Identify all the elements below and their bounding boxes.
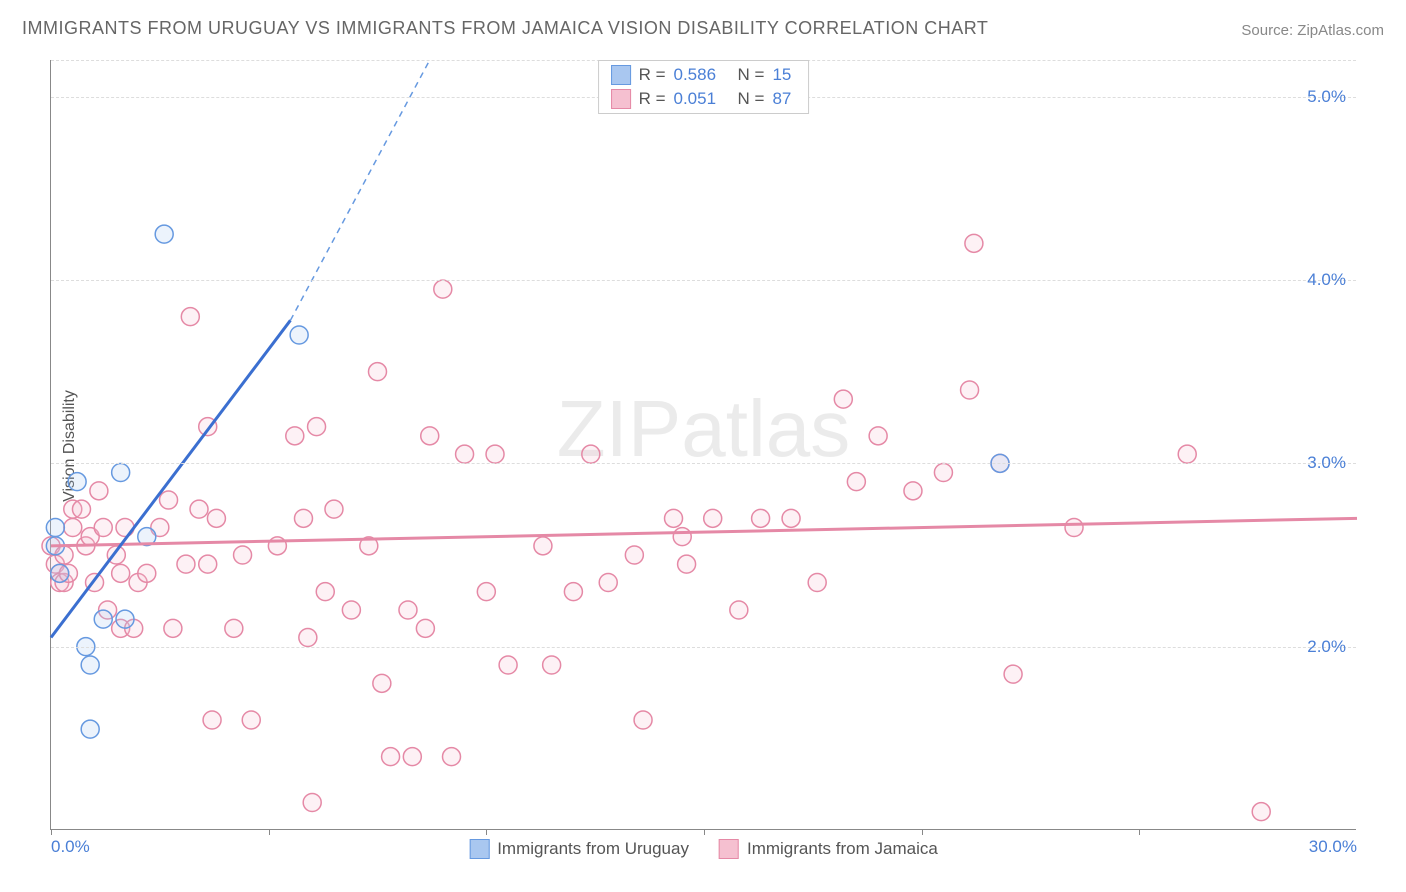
gridline bbox=[51, 280, 1356, 281]
source-name: ZipAtlas.com bbox=[1297, 22, 1384, 39]
gridline bbox=[51, 647, 1356, 648]
legend-row-uruguay: R = 0.586 N = 15 bbox=[599, 63, 809, 87]
legend-n-label: N = bbox=[738, 65, 765, 85]
legend-n-value-uruguay: 15 bbox=[772, 65, 796, 85]
series-swatch-uruguay bbox=[469, 839, 489, 859]
legend-r-value-jamaica: 0.051 bbox=[674, 89, 730, 109]
gridline bbox=[51, 463, 1356, 464]
series-name-uruguay: Immigrants from Uruguay bbox=[497, 839, 689, 859]
x-tick bbox=[704, 829, 705, 835]
y-tick-label: 5.0% bbox=[1307, 87, 1346, 107]
y-tick-label: 3.0% bbox=[1307, 453, 1346, 473]
chart-title: IMMIGRANTS FROM URUGUAY VS IMMIGRANTS FR… bbox=[22, 18, 988, 39]
series-swatch-jamaica bbox=[719, 839, 739, 859]
legend-row-jamaica: R = 0.051 N = 87 bbox=[599, 87, 809, 111]
series-name-jamaica: Immigrants from Jamaica bbox=[747, 839, 938, 859]
series-legend-jamaica: Immigrants from Jamaica bbox=[719, 839, 938, 859]
legend-n-value-jamaica: 87 bbox=[772, 89, 796, 109]
legend-swatch-uruguay bbox=[611, 65, 631, 85]
series-legend-uruguay: Immigrants from Uruguay bbox=[469, 839, 689, 859]
legend-r-label: R = bbox=[639, 89, 666, 109]
y-tick-label: 2.0% bbox=[1307, 637, 1346, 657]
source-attribution: Source: ZipAtlas.com bbox=[1241, 22, 1384, 39]
correlation-legend: R = 0.586 N = 15 R = 0.051 N = 87 bbox=[598, 60, 810, 114]
y-tick-label: 4.0% bbox=[1307, 270, 1346, 290]
legend-swatch-jamaica bbox=[611, 89, 631, 109]
x-tick-label: 30.0% bbox=[1309, 837, 1357, 857]
x-tick bbox=[486, 829, 487, 835]
x-tick-label: 0.0% bbox=[51, 837, 90, 857]
plot-area: ZIPatlas R = 0.586 N = 15 R = 0.051 N = … bbox=[50, 60, 1356, 830]
legend-r-value-uruguay: 0.586 bbox=[674, 65, 730, 85]
source-prefix: Source: bbox=[1241, 22, 1297, 39]
x-tick bbox=[922, 829, 923, 835]
x-tick bbox=[269, 829, 270, 835]
x-tick bbox=[51, 829, 52, 835]
chart-svg bbox=[51, 60, 1356, 829]
legend-n-label: N = bbox=[738, 89, 765, 109]
x-tick bbox=[1139, 829, 1140, 835]
legend-r-label: R = bbox=[639, 65, 666, 85]
series-legend: Immigrants from Uruguay Immigrants from … bbox=[469, 839, 938, 859]
